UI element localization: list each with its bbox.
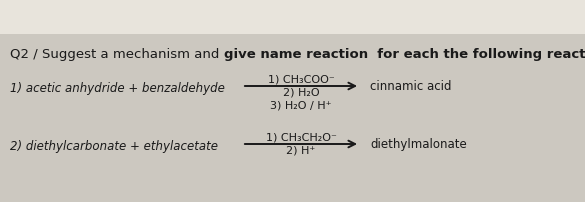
Text: for each the following reactions:: for each the following reactions:: [368, 48, 585, 61]
Text: 2) diethylcarbonate + ethylacetate: 2) diethylcarbonate + ethylacetate: [10, 139, 218, 152]
Text: diethylmalonate: diethylmalonate: [370, 138, 467, 151]
Text: Q2 / Suggest a mechanism and: Q2 / Suggest a mechanism and: [10, 48, 223, 61]
Text: 1) CH₃CH₂O⁻: 1) CH₃CH₂O⁻: [266, 132, 336, 142]
Text: 2) H⁺: 2) H⁺: [287, 145, 316, 155]
Text: give name reaction: give name reaction: [223, 48, 368, 61]
Text: 3) H₂O / H⁺: 3) H₂O / H⁺: [270, 101, 332, 110]
Text: cinnamic acid: cinnamic acid: [370, 80, 452, 93]
Text: 1) CH₃COO⁻: 1) CH₃COO⁻: [267, 75, 335, 85]
Bar: [0, 0, 585, 35]
Text: 2) H₂O: 2) H₂O: [283, 87, 319, 98]
Text: 1) acetic anhydride + benzaldehyde: 1) acetic anhydride + benzaldehyde: [10, 82, 225, 95]
